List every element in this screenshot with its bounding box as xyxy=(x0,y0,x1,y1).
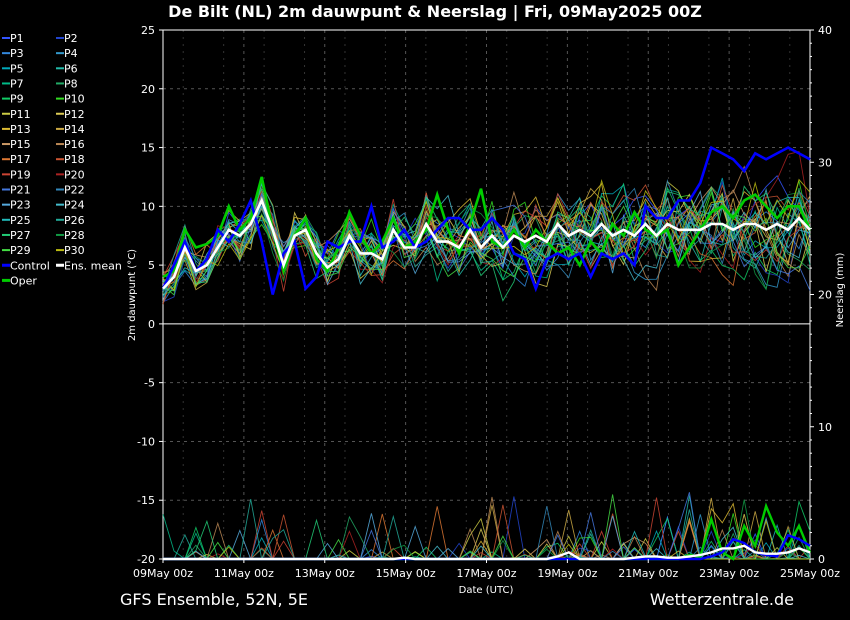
legend-label-p23: P23 xyxy=(10,199,31,212)
left-tick-label-5: 5 xyxy=(148,259,155,272)
x-tick-label-3: 15May 00z xyxy=(376,567,436,580)
legend-label-p26: P26 xyxy=(64,214,85,227)
right-tick-label-4: 40 xyxy=(818,24,832,37)
left-axis-ticks: -20 -15 -10 -5 0 5 10 15 20 25 xyxy=(137,24,163,566)
legend-label-p4: P4 xyxy=(64,47,78,60)
legend-label-p2: P2 xyxy=(64,32,78,45)
member-line-p29 xyxy=(162,187,811,296)
x-tick-label-7: 23May 00z xyxy=(699,567,759,580)
left-tick-label-4: 0 xyxy=(148,318,155,331)
legend-label-p13: P13 xyxy=(10,123,31,136)
legend-label-p5: P5 xyxy=(10,62,24,75)
x-tick-label-5: 19May 00z xyxy=(537,567,597,580)
legend-label-p18: P18 xyxy=(64,153,85,166)
right-tick-label-0: 0 xyxy=(818,553,825,566)
chart-title: De Bilt (NL) 2m dauwpunt & Neerslag | Fr… xyxy=(168,2,702,22)
y-axis-label: 2m dauwpunt (°C) xyxy=(127,249,138,341)
right-tick-label-3: 30 xyxy=(818,156,832,169)
legend-label-p9: P9 xyxy=(10,93,24,106)
legend-label-p30: P30 xyxy=(64,244,85,257)
y2-axis-label: Neerslag (mm) xyxy=(835,252,846,327)
x-tick-label-1: 11May 00z xyxy=(214,567,274,580)
member-line-p30 xyxy=(162,178,811,291)
legend-label-p27: P27 xyxy=(10,229,31,242)
legend-label-p3: P3 xyxy=(10,47,24,60)
legend-label-p11: P11 xyxy=(10,108,31,121)
legend-label-p12: P12 xyxy=(64,108,85,121)
x-axis-label: Date (UTC) xyxy=(459,585,514,596)
legend-label-p15: P15 xyxy=(10,138,31,151)
x-tick-label-4: 17May 00z xyxy=(456,567,516,580)
right-tick-label-1: 10 xyxy=(818,421,832,434)
legend-label-p20: P20 xyxy=(64,168,85,181)
left-tick-label-8: 20 xyxy=(141,83,155,96)
footer-site: Wetterzentrale.de xyxy=(650,590,794,609)
series-line-control xyxy=(161,145,811,295)
series-line-oper xyxy=(162,176,812,279)
series-line-ens-mean xyxy=(162,197,811,290)
legend-label-p19: P19 xyxy=(10,168,31,181)
x-tick-label-8: 25May 00z xyxy=(780,567,840,580)
legend-label-p7: P7 xyxy=(10,77,24,90)
right-tick-label-2: 20 xyxy=(818,289,832,302)
x-tick-label-2: 13May 00z xyxy=(295,567,355,580)
left-tick-label-3: -5 xyxy=(144,377,155,390)
x-axis-ticks: 09May 00z 11May 00z 13May 00z 15May 00z 17Ma… xyxy=(133,559,840,580)
footer-source: GFS Ensemble, 52N, 5E xyxy=(120,590,308,609)
legend-label-p6: P6 xyxy=(64,62,78,75)
legend-label-p16: P16 xyxy=(64,138,85,151)
left-tick-label-6: 10 xyxy=(141,200,155,213)
legend-label-p14: P14 xyxy=(64,123,85,136)
left-tick-label-9: 25 xyxy=(141,24,155,37)
legend-label-p1: P1 xyxy=(10,32,24,45)
left-tick-label-2: -10 xyxy=(137,435,155,448)
left-tick-label-7: 15 xyxy=(141,142,155,155)
legend-label-ens-mean: Ens. mean xyxy=(64,259,122,272)
legend: P1 P2 P3 P4 P5 P6 P7 P8 P9 P10 P11 P12 P13 P14 P15 P16 P… xyxy=(2,32,122,287)
legend-label-p21: P21 xyxy=(10,184,31,197)
legend-label-oper: Oper xyxy=(10,274,37,287)
legend-label-p25: P25 xyxy=(10,214,31,227)
left-tick-label-1: -15 xyxy=(137,494,155,507)
legend-label-p10: P10 xyxy=(64,93,85,106)
legend-label-p24: P24 xyxy=(64,199,85,212)
right-axis-ticks: 0 10 20 30 40 xyxy=(810,24,832,566)
member-line-p26 xyxy=(162,181,811,291)
legend-label-p8: P8 xyxy=(64,77,78,90)
left-tick-label-0: -20 xyxy=(137,553,155,566)
legend-label-control: Control xyxy=(10,259,50,272)
legend-label-p17: P17 xyxy=(10,153,31,166)
legend-label-p22: P22 xyxy=(64,184,85,197)
legend-label-p29: P29 xyxy=(10,244,31,257)
x-tick-label-6: 21May 00z xyxy=(618,567,678,580)
legend-label-p28: P28 xyxy=(64,229,85,242)
x-tick-label-0: 09May 00z xyxy=(133,567,193,580)
